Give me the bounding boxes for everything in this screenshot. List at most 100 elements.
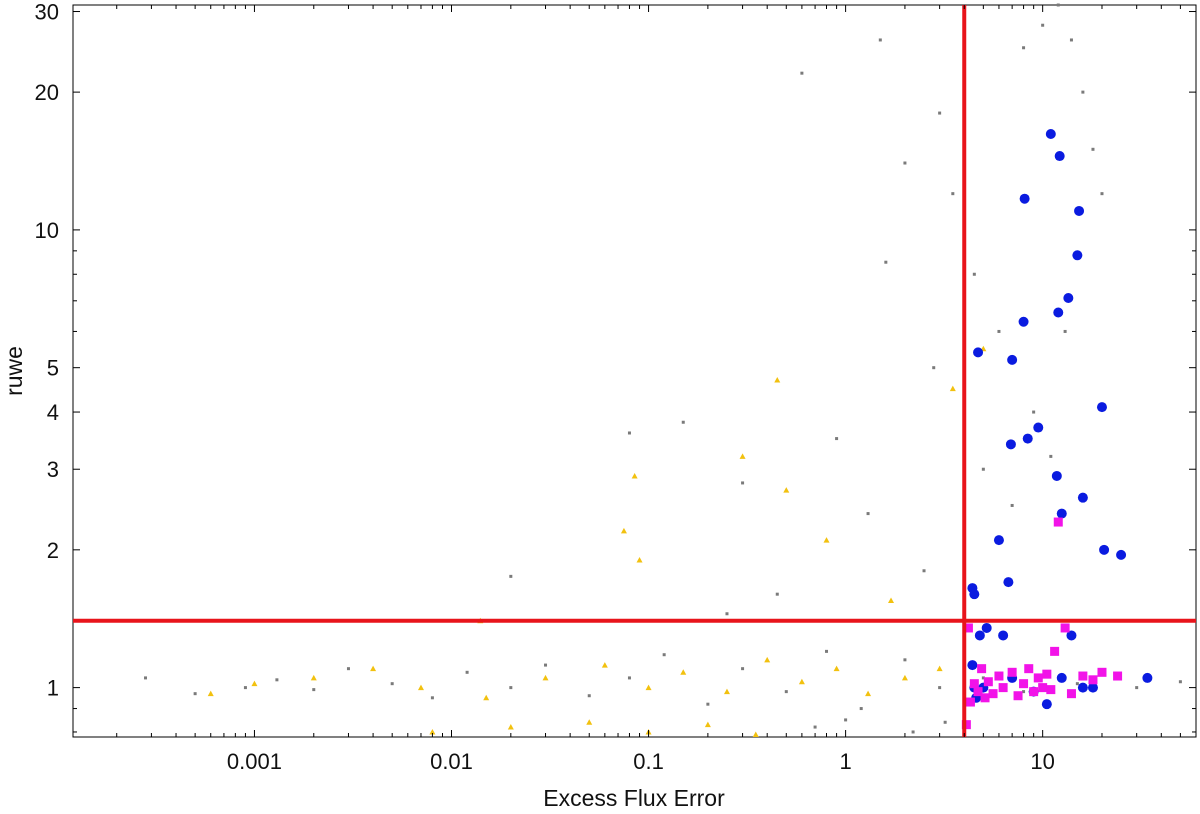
series-2-point-9 — [1007, 354, 1018, 365]
series-0-point-2 — [243, 686, 247, 690]
series-1-point-23 — [429, 728, 436, 735]
series-0-point-55 — [911, 730, 915, 734]
series-0-point-7 — [430, 696, 434, 700]
series-2-point-28 — [1142, 672, 1153, 683]
series-2-point-7 — [1003, 577, 1014, 588]
x-tick-label: 10 — [1030, 749, 1054, 774]
series-2-point-14 — [1045, 129, 1056, 140]
series-2-point-8 — [1005, 439, 1016, 450]
series-3-point-2 — [969, 679, 979, 689]
series-3-point-19 — [1050, 646, 1060, 656]
x-tick-label: 0.01 — [430, 749, 473, 774]
series-0-point-53 — [813, 725, 817, 729]
series-0-point-52 — [943, 720, 947, 724]
series-1-point-24 — [507, 724, 514, 730]
series-2-point-2 — [969, 589, 980, 600]
series-2-point-22 — [1074, 205, 1085, 216]
series-3-point-20 — [1053, 517, 1063, 527]
data-points — [144, 3, 1182, 737]
series-0-point-29 — [741, 481, 745, 485]
series-0-point-22 — [1022, 690, 1026, 694]
series-3-point-21 — [1060, 623, 1070, 633]
series-1-point-4 — [417, 684, 424, 691]
series-0-point-50 — [866, 512, 870, 516]
series-0-point-26 — [509, 574, 513, 578]
series-2-point-0 — [973, 347, 984, 358]
series-1-point-19 — [739, 453, 746, 459]
series-0-point-51 — [922, 569, 926, 573]
series-0-point-15 — [741, 667, 745, 671]
x-tick-label: 1 — [839, 749, 851, 774]
series-0-point-4 — [312, 688, 316, 692]
series-0-point-25 — [1178, 680, 1182, 684]
series-2-point-15 — [1051, 470, 1062, 481]
series-1-point-9 — [680, 669, 687, 675]
series-2-point-20 — [1066, 630, 1077, 641]
series-1-point-29 — [949, 385, 956, 392]
series-3-point-4 — [977, 664, 987, 674]
series-0-point-23 — [1075, 682, 1079, 686]
y-tick-label: 10 — [35, 218, 59, 243]
series-0-point-1 — [193, 692, 197, 696]
series-0-point-9 — [509, 686, 513, 690]
series-1-point-1 — [251, 680, 258, 687]
y-tick-label: 4 — [47, 400, 59, 425]
series-1-point-8 — [645, 684, 652, 691]
series-1-point-32 — [636, 557, 643, 563]
series-3-point-27 — [961, 720, 971, 730]
x-tick-label: 0.1 — [633, 749, 664, 774]
series-3-point-7 — [988, 689, 998, 699]
series-3-point-3 — [973, 687, 983, 697]
series-1-point-14 — [865, 690, 872, 697]
series-3-point-16 — [1038, 683, 1048, 693]
series-0-point-32 — [903, 161, 907, 165]
series-0-point-8 — [465, 670, 469, 674]
series-0-point-14 — [706, 702, 710, 706]
series-0-point-6 — [390, 682, 394, 686]
series-3-point-23 — [1078, 671, 1088, 681]
series-0-point-11 — [587, 694, 591, 698]
series-2-point-16 — [1053, 307, 1064, 318]
series-1-point-15 — [901, 674, 908, 681]
series-2-point-23 — [1077, 492, 1088, 503]
series-2-point-19 — [1063, 292, 1074, 303]
series-0-point-17 — [825, 649, 829, 653]
series-0-point-42 — [1091, 147, 1095, 151]
series-3-point-11 — [1013, 691, 1023, 701]
series-3-point-22 — [1066, 689, 1076, 699]
series-0-point-40 — [1069, 38, 1073, 42]
series-2-point-4 — [981, 622, 992, 633]
series-0-point-34 — [951, 192, 955, 196]
series-1-point-11 — [764, 656, 771, 663]
series-1-point-28 — [752, 731, 759, 737]
series-0-point-45 — [1010, 503, 1014, 507]
x-axis-title: Excess Flux Error — [543, 785, 725, 811]
y-tick-label: 5 — [47, 356, 59, 381]
series-0-point-56 — [884, 260, 888, 264]
series-1-point-3 — [370, 665, 377, 672]
series-0-point-35 — [972, 272, 976, 276]
series-0-point-59 — [725, 612, 729, 616]
series-2-point-17 — [1054, 151, 1065, 162]
series-0-point-48 — [1063, 329, 1067, 333]
series-0-point-0 — [144, 676, 148, 680]
series-1-point-7 — [601, 662, 608, 668]
plot-frame — [72, 4, 1197, 738]
series-2-point-21 — [1072, 250, 1083, 261]
series-1-point-18 — [631, 472, 638, 479]
series-2-point-13 — [1033, 422, 1044, 433]
y-tick-label: 1 — [47, 676, 59, 701]
series-3-point-24 — [1088, 675, 1098, 685]
series-1-point-20 — [774, 376, 781, 383]
series-0-point-31 — [878, 38, 882, 42]
x-axis: 0.001 0.01 0.1 1 10 — [116, 5, 1197, 774]
y-tick-label: 3 — [47, 457, 59, 482]
series-0-point-36 — [997, 329, 1001, 333]
y-axis-title: ruwe — [1, 346, 27, 396]
series-0-point-49 — [835, 437, 839, 441]
series-0-point-27 — [627, 431, 631, 435]
series-1-point-5 — [483, 694, 490, 701]
series-0-point-54 — [844, 718, 848, 722]
series-0-point-38 — [1041, 23, 1045, 27]
series-2-point-10 — [1018, 316, 1029, 327]
